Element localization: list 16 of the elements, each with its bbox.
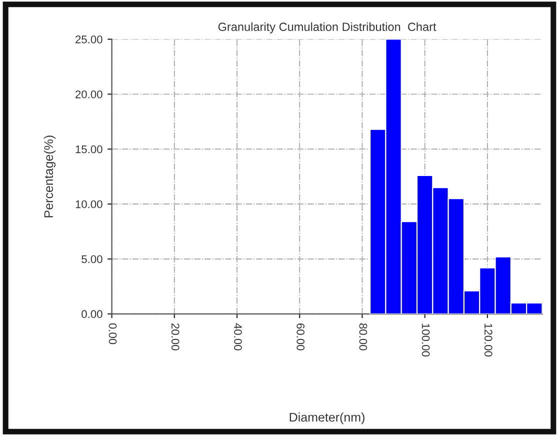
x-tick-label: 60.00 xyxy=(296,324,305,350)
y-axis-title: Percentage(%) xyxy=(44,136,56,218)
y-tick-label: 0.00 xyxy=(82,310,102,318)
y-tick-label: 10.00 xyxy=(76,200,102,208)
x-tick-label: 40.00 xyxy=(234,323,242,350)
x-tick-label: 100.00 xyxy=(422,324,430,356)
x-tick-label: 0.00 xyxy=(108,323,117,344)
y-tick-label: 15.00 xyxy=(76,145,102,154)
x-tick-label: 80.00 xyxy=(359,323,368,350)
x-tick-label: 20.00 xyxy=(171,324,180,350)
x-axis-title: Diameter(nm) xyxy=(290,412,364,424)
x-tick-label: 120.00 xyxy=(484,324,492,356)
y-tick-label: 5.00 xyxy=(82,255,102,264)
y-tick-label: 20.00 xyxy=(76,90,102,98)
chart-title: Granularity Cumulation Distribution Chart xyxy=(218,22,436,34)
y-tick-label: 25.00 xyxy=(76,36,102,44)
